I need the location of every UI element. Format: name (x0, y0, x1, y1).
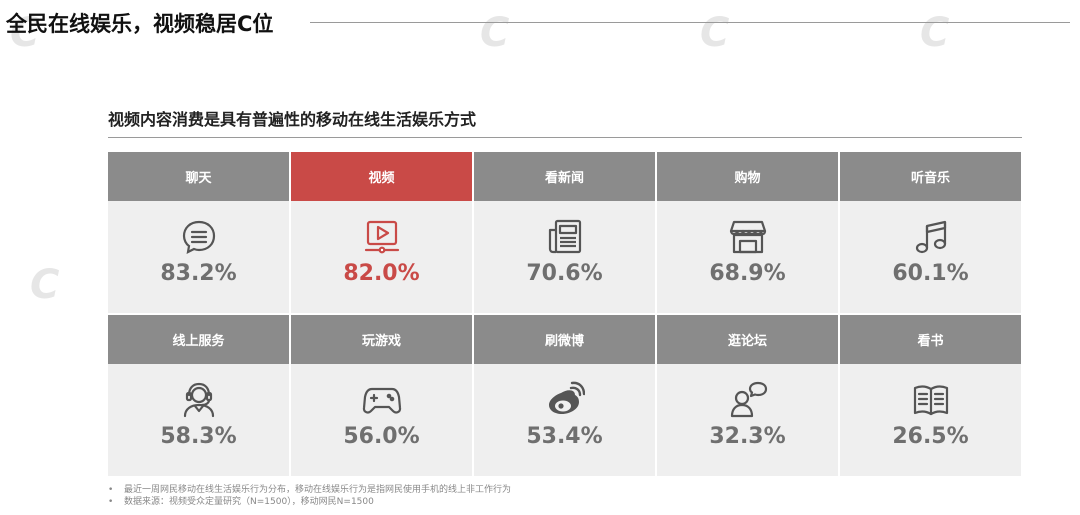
title-divider (310, 22, 1070, 23)
activity-grid: 聊天 83.2% 视频 82.0% 看新闻 (108, 152, 1022, 476)
chat-bubble-icon (182, 220, 215, 254)
activity-cell: 聊天 83.2% (108, 152, 289, 313)
activity-label: 购物 (657, 152, 838, 201)
activity-label: 看书 (840, 315, 1021, 364)
activity-percentage: 58.3% (160, 424, 237, 449)
watermark-logo: C (920, 10, 950, 56)
activity-percentage: 53.4% (526, 424, 603, 449)
activity-cell: 看书 26.5% (840, 315, 1021, 476)
weibo-icon (548, 381, 585, 414)
grid-row: 聊天 83.2% 视频 82.0% 看新闻 (108, 152, 1022, 313)
activity-label: 线上服务 (108, 315, 289, 364)
customer-service-icon (183, 382, 214, 418)
activity-cell: 玩游戏 56.0% (291, 315, 472, 476)
chart-subtitle: 视频内容消费是具有普遍性的移动在线生活娱乐方式 (108, 110, 477, 129)
activity-percentage: 70.6% (526, 261, 603, 286)
activity-percentage: 60.1% (892, 261, 969, 286)
gamepad-icon (362, 387, 401, 414)
video-play-icon (364, 220, 399, 254)
grid-row: 线上服务 58.3% 玩游戏 (108, 315, 1022, 476)
forum-user-icon (730, 381, 767, 418)
watermark-logo: C (30, 262, 60, 308)
activity-label: 聊天 (108, 152, 289, 201)
activity-label: 视频 (291, 152, 472, 201)
activity-label: 玩游戏 (291, 315, 472, 364)
subtitle-divider (108, 137, 1022, 138)
activity-cell: 看新闻 70.6% (474, 152, 655, 313)
watermark-logo: C (700, 10, 730, 56)
activity-cell: 线上服务 58.3% (108, 315, 289, 476)
storefront-icon (729, 220, 766, 254)
footnotes: • 最近一周网民移动在线生活娱乐行为分布，移动在线娱乐行为是指网民使用手机的线上非… (108, 484, 511, 508)
open-book-icon (913, 385, 948, 416)
activity-cell: 刷微博 53.4% (474, 315, 655, 476)
activity-cell: 听音乐 60.1% (840, 152, 1021, 313)
activity-percentage: 82.0% (343, 261, 420, 286)
activity-cell-highlighted: 视频 82.0% (291, 152, 472, 313)
activity-percentage: 83.2% (160, 261, 237, 286)
activity-label: 听音乐 (840, 152, 1021, 201)
activity-cell: 购物 68.9% (657, 152, 838, 313)
footnote: • 数据来源：视频受众定量研究（N=1500），移动网民N=1500 (108, 497, 374, 507)
activity-percentage: 68.9% (709, 261, 786, 286)
activity-label: 刷微博 (474, 315, 655, 364)
footnote: • 最近一周网民移动在线生活娱乐行为分布，移动在线娱乐行为是指网民使用手机的线上非… (108, 485, 512, 495)
activity-percentage: 56.0% (343, 424, 420, 449)
activity-label: 看新闻 (474, 152, 655, 201)
activity-percentage: 32.3% (709, 424, 786, 449)
page-title: 全民在线娱乐，视频稳居C位 (6, 12, 274, 36)
activity-cell: 逛论坛 32.3% (657, 315, 838, 476)
watermark-logo: C (480, 10, 510, 56)
activity-percentage: 26.5% (892, 424, 969, 449)
music-note-icon (915, 220, 946, 254)
newspaper-icon (548, 219, 581, 254)
activity-label: 逛论坛 (657, 315, 838, 364)
